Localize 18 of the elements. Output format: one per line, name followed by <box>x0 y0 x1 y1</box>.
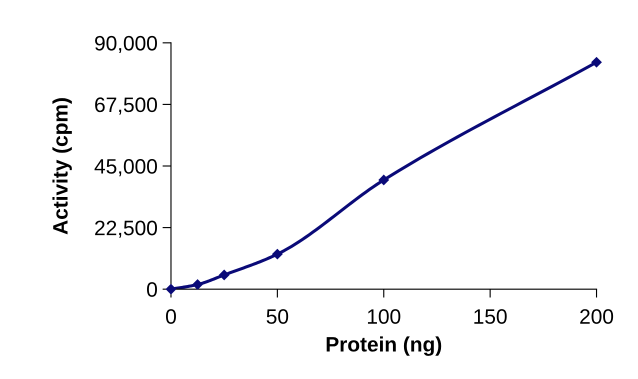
x-tick-label: 0 <box>166 309 176 324</box>
point <box>378 174 389 186</box>
y-tick-label: 67,500 <box>95 97 157 115</box>
point <box>192 279 203 290</box>
y-tick-label: 90,000 <box>95 36 157 54</box>
point <box>272 249 282 260</box>
x-tick-label: 150 <box>474 309 507 324</box>
y-tick-label: 45,000 <box>94 159 157 176</box>
x-axis-title: Protein (ng) <box>326 336 442 356</box>
y-axis-title: Activity (cpm) <box>52 98 72 234</box>
x-tick-label: 100 <box>368 309 400 324</box>
point <box>219 270 230 280</box>
x-tick-label: 50 <box>266 309 288 324</box>
x-tick-label: 200 <box>580 309 614 324</box>
y-tick-label: 0 <box>147 282 157 297</box>
point <box>591 57 602 68</box>
point <box>166 284 176 294</box>
y-tick-label: 22,500 <box>95 220 157 238</box>
